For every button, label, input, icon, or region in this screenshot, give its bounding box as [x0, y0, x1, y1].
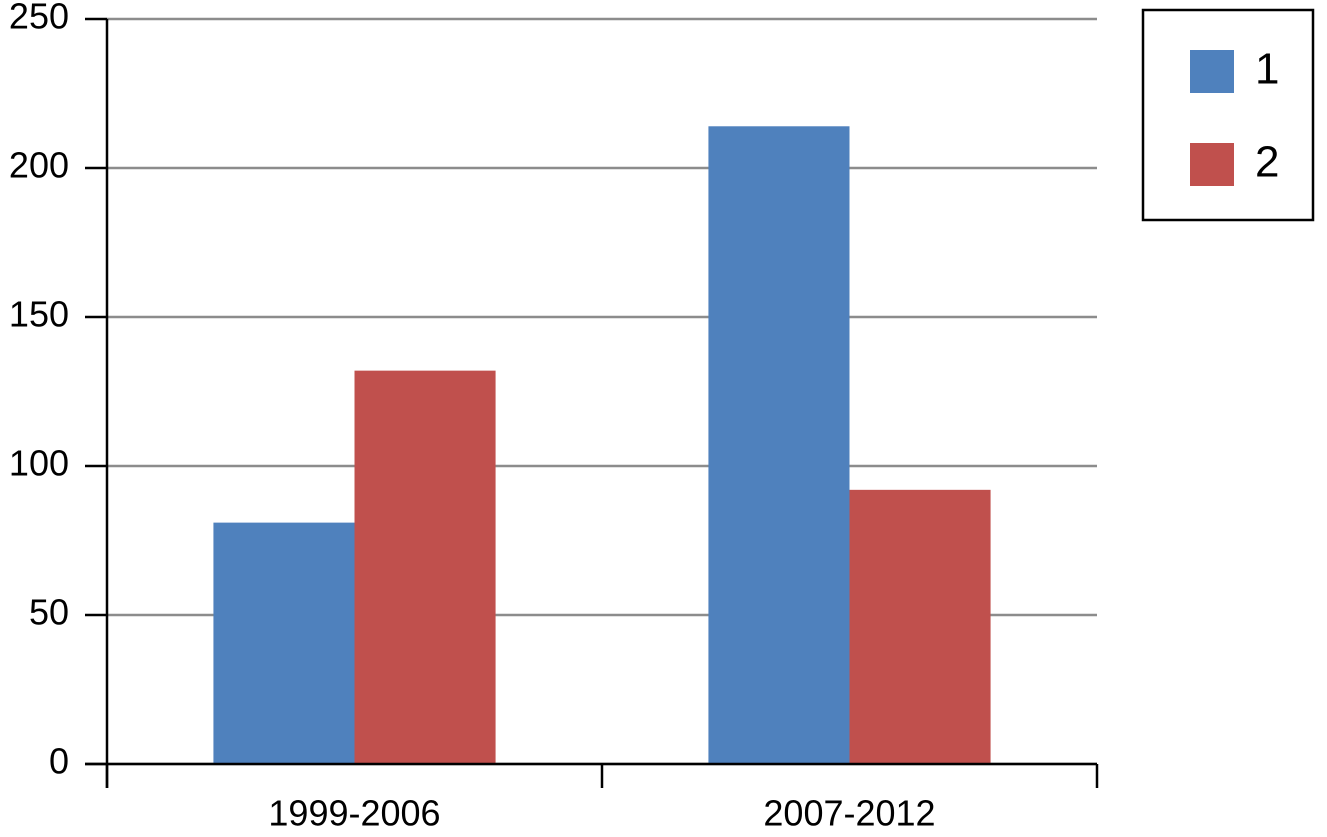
- y-tick-label: 100: [9, 443, 69, 484]
- y-tick-label: 200: [9, 145, 69, 186]
- y-tick-label: 0: [49, 741, 69, 782]
- bar: [708, 126, 850, 764]
- legend-swatch: [1190, 143, 1234, 186]
- legend-box: [1141, 8, 1315, 222]
- y-tick-label: 150: [9, 294, 69, 335]
- legend-label: 1: [1255, 45, 1279, 94]
- legend-label: 2: [1255, 138, 1279, 187]
- bar: [849, 489, 991, 764]
- bar: [213, 522, 355, 764]
- y-tick-label: 50: [29, 592, 69, 633]
- y-tick-label: 250: [9, 0, 69, 37]
- x-tick-label: 2007-2012: [763, 793, 935, 834]
- bar: [354, 370, 496, 764]
- x-tick-label: 1999-2006: [268, 793, 440, 834]
- legend-swatch: [1190, 50, 1234, 93]
